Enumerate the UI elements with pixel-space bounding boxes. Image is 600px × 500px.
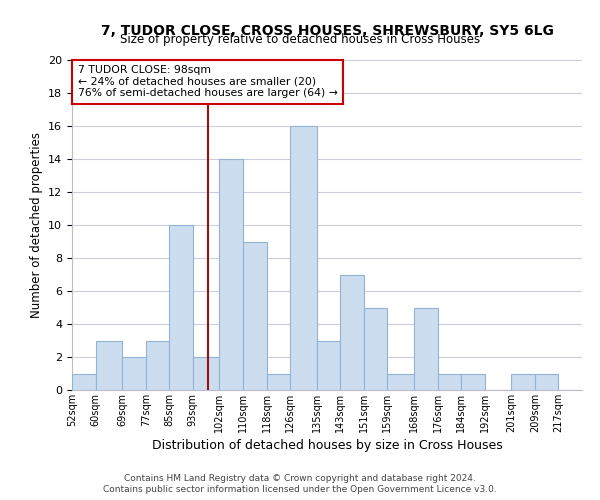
Bar xyxy=(535,374,559,390)
Text: Contains HM Land Registry data © Crown copyright and database right 2024.
Contai: Contains HM Land Registry data © Crown c… xyxy=(103,474,497,494)
Bar xyxy=(72,374,95,390)
Bar xyxy=(146,340,169,390)
Bar xyxy=(95,340,122,390)
Bar xyxy=(461,374,485,390)
Bar xyxy=(317,340,340,390)
Text: Size of property relative to detached houses in Cross Houses: Size of property relative to detached ho… xyxy=(120,32,480,46)
Bar xyxy=(414,308,437,390)
Bar xyxy=(364,308,388,390)
Bar xyxy=(340,274,364,390)
Bar xyxy=(193,357,220,390)
Bar xyxy=(437,374,461,390)
Bar xyxy=(290,126,317,390)
Y-axis label: Number of detached properties: Number of detached properties xyxy=(29,132,43,318)
Bar xyxy=(243,242,266,390)
X-axis label: Distribution of detached houses by size in Cross Houses: Distribution of detached houses by size … xyxy=(152,439,502,452)
Title: 7, TUDOR CLOSE, CROSS HOUSES, SHREWSBURY, SY5 6LG: 7, TUDOR CLOSE, CROSS HOUSES, SHREWSBURY… xyxy=(101,24,553,38)
Bar xyxy=(511,374,535,390)
Bar xyxy=(122,357,146,390)
Text: 7 TUDOR CLOSE: 98sqm
← 24% of detached houses are smaller (20)
76% of semi-detac: 7 TUDOR CLOSE: 98sqm ← 24% of detached h… xyxy=(78,65,338,98)
Bar xyxy=(169,225,193,390)
Bar xyxy=(266,374,290,390)
Bar xyxy=(388,374,414,390)
Bar xyxy=(220,159,243,390)
